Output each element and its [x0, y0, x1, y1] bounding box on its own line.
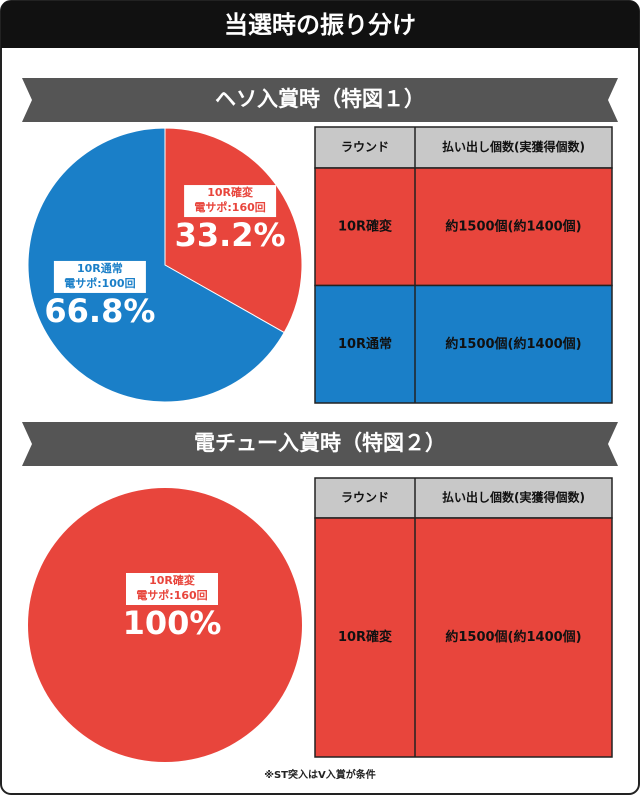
- title-bar: [1, 1, 639, 48]
- title: 当選時の振り分け: [224, 11, 416, 39]
- table-cell: 約1500個(約1400個): [445, 336, 581, 352]
- heading-banner: [22, 422, 618, 466]
- table-row: [314, 167, 613, 287]
- table-cell: 約1500個(約1400個): [445, 218, 581, 234]
- value-label: 100%: [123, 604, 222, 642]
- table-header-cell: 払い出し個数(実獲得個数): [442, 139, 585, 154]
- slice-sublabel: 電サポ:100回: [64, 276, 135, 290]
- table-cell: 10R確変: [338, 629, 392, 645]
- table-row: [314, 517, 613, 758]
- slice-sublabel: 電サポ:160回: [194, 200, 265, 214]
- pie-slice: [164, 127, 303, 334]
- slice-name: 10R確変: [207, 185, 253, 199]
- table-header-cell: 払い出し個数(実獲得個数): [442, 490, 585, 505]
- heading: ヘソ入賞時（特図１）: [215, 87, 425, 111]
- slice-name: 10R通常: [77, 261, 123, 275]
- heading: 電チュー入賞時（特図２）: [194, 431, 446, 455]
- table-row: [314, 284, 613, 404]
- slice-name: 10R確変: [149, 573, 195, 587]
- table-header: [314, 477, 613, 519]
- pie-slice: [27, 127, 285, 403]
- heading-banner: [22, 78, 618, 122]
- note: ※ST突入はV入賞が条件: [264, 768, 375, 781]
- slice-sublabel: 電サポ:160回: [136, 588, 207, 602]
- value-label: 66.8%: [44, 292, 155, 330]
- table-cell: 10R確変: [338, 218, 392, 234]
- label-box: [184, 185, 277, 218]
- table-header: [314, 126, 613, 169]
- table-cell: 10R通常: [338, 336, 392, 352]
- pie-slice: [28, 488, 302, 762]
- label-box: [126, 573, 218, 605]
- table-cell: 約1500個(約1400個): [445, 629, 581, 645]
- label-box: [53, 260, 146, 293]
- table-header-cell: ラウンド: [341, 491, 389, 505]
- value-label: 33.2%: [175, 216, 286, 254]
- table-header-cell: ラウンド: [341, 140, 389, 154]
